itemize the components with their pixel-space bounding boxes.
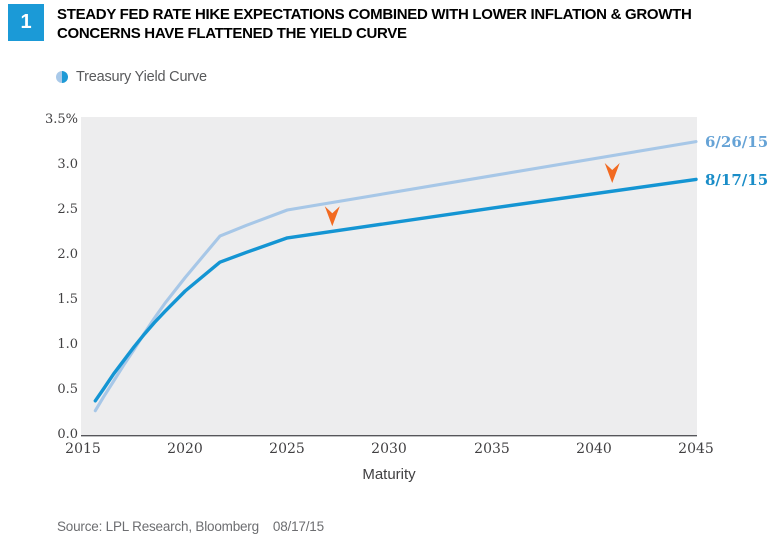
y-tick-label: 2.5 bbox=[57, 202, 78, 217]
y-tick-label: 0.0 bbox=[57, 427, 78, 442]
y-tick-label: 1.0 bbox=[57, 337, 78, 352]
x-axis-title: Maturity bbox=[362, 466, 416, 483]
chart-title: STEADY FED RATE HIKE EXPECTATIONS COMBIN… bbox=[57, 5, 747, 43]
yield-curve-line-current bbox=[93, 177, 698, 403]
down-arrow-icon bbox=[324, 206, 340, 227]
chart-title-line1: STEADY FED RATE HIKE EXPECTATIONS COMBIN… bbox=[57, 6, 692, 23]
chart-title-line2: CONCERNS HAVE FLATTENED THE YIELD CURVE bbox=[57, 25, 407, 42]
y-tick-label: 3.5% bbox=[44, 112, 78, 127]
x-tick-label: 2025 bbox=[269, 441, 305, 457]
x-tick-label: 2030 bbox=[371, 441, 407, 457]
series-label-previous-date: 6/26/15 bbox=[705, 133, 769, 151]
source-date: 08/17/15 bbox=[272, 519, 324, 534]
x-tick-label: 2040 bbox=[576, 441, 612, 457]
source-text: Source: LPL Research, Bloomberg bbox=[57, 519, 259, 534]
y-tick-label: 2.0 bbox=[57, 247, 78, 262]
y-tick-label: 0.5 bbox=[57, 382, 78, 397]
x-tick-label: 2015 bbox=[65, 441, 101, 457]
x-tick-label: 2035 bbox=[474, 441, 510, 457]
legend: Treasury Yield Curve bbox=[56, 69, 207, 85]
x-tick-label: 2045 bbox=[678, 441, 714, 457]
x-tick-label: 2020 bbox=[167, 441, 203, 457]
down-arrow-icon bbox=[604, 163, 620, 183]
series-label-current-date: 8/17/15 bbox=[705, 171, 769, 189]
y-tick-label: 1.5 bbox=[57, 292, 78, 307]
plot-area bbox=[81, 117, 697, 436]
yield-curve-line-previous bbox=[93, 140, 698, 413]
figure-number-badge: 1 bbox=[8, 4, 44, 41]
half-circle-icon bbox=[56, 71, 68, 83]
legend-label: Treasury Yield Curve bbox=[76, 69, 207, 85]
source-line: Source: LPL Research, Bloomberg 08/17/15 bbox=[57, 519, 324, 534]
y-tick-label: 3.0 bbox=[57, 157, 78, 172]
figure-number: 1 bbox=[20, 11, 32, 33]
